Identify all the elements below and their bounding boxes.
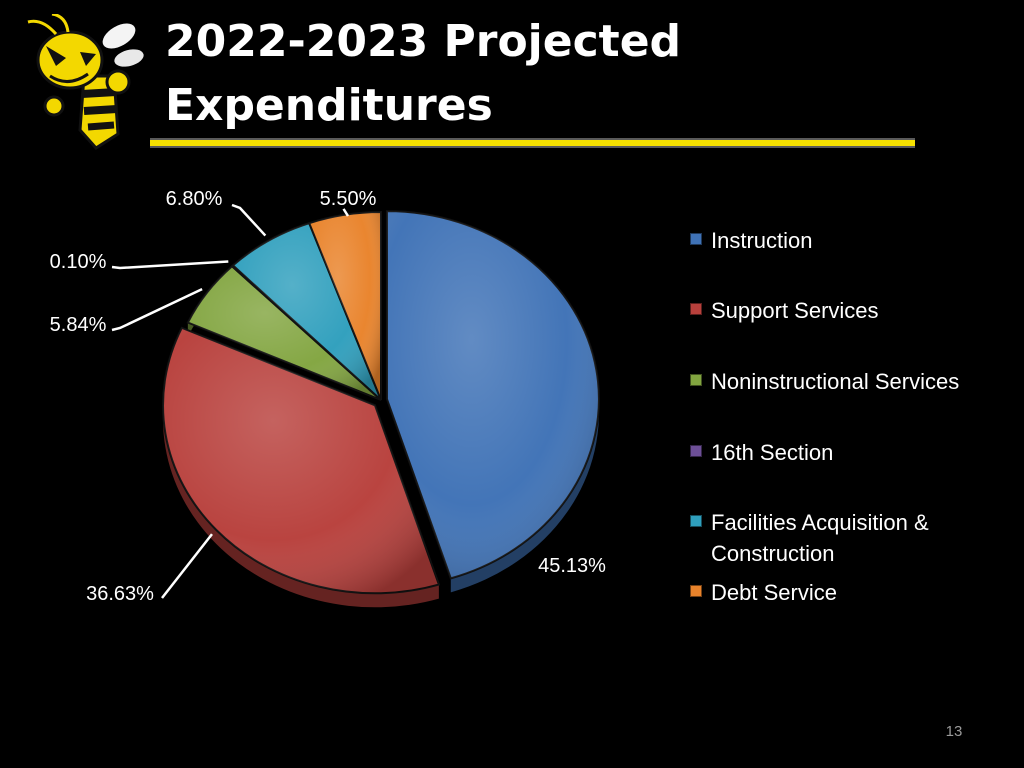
legend-item-support-services: Support Services xyxy=(690,295,991,326)
pie-slice-sheen xyxy=(163,327,439,594)
legend-label: 16th Section xyxy=(711,440,834,465)
leader-line xyxy=(111,288,203,332)
legend-label: Support Services xyxy=(711,298,879,323)
legend-label: Facilities Acquisition & Construction xyxy=(711,510,929,566)
leader-line xyxy=(342,208,350,217)
data-label: 6.80% xyxy=(166,188,223,210)
page-number: 13 xyxy=(945,723,963,740)
data-label: 0.10% xyxy=(50,251,107,273)
data-label: 36.63% xyxy=(86,583,154,605)
title-underline xyxy=(150,138,915,148)
legend-item-noninstructional-services: Noninstructional Services xyxy=(690,366,991,397)
legend-label: Noninstructional Services xyxy=(711,369,960,394)
legend-label: Instruction xyxy=(711,228,813,253)
legend-item-facilities-acquisition-construction: Facilities Acquisition & Construction xyxy=(690,507,991,569)
pie-slice-sheen xyxy=(386,211,599,579)
data-label: 5.50% xyxy=(320,188,377,210)
data-label: 5.84% xyxy=(50,314,107,336)
leader-line xyxy=(161,533,213,599)
legend-swatch xyxy=(690,445,702,457)
legend-swatch xyxy=(690,585,702,597)
legend-item-debt-service: Debt Service xyxy=(690,577,991,608)
legend-swatch xyxy=(690,374,702,386)
legend-swatch xyxy=(690,233,702,245)
slide-title: 2022-2023 Projected Expenditures xyxy=(165,16,682,131)
pie-slice-sheen xyxy=(309,212,381,400)
legend-swatch xyxy=(690,515,702,527)
expenditures-pie-chart: 45.13% 36.63% 5.84% 0.10% 6.80% 5.50% xyxy=(50,188,606,608)
pie-slice-sheen xyxy=(187,266,381,400)
data-label: 45.13% xyxy=(538,555,606,577)
legend-item-16th-section: 16th Section xyxy=(690,437,991,468)
yellow-jacket-mascot-icon xyxy=(27,14,144,150)
legend-label: Debt Service xyxy=(711,580,837,605)
leader-line xyxy=(231,203,267,237)
legend-swatch xyxy=(690,303,702,315)
pie-slice-sheen xyxy=(232,223,381,400)
leader-line xyxy=(111,260,229,270)
legend-item-instruction: Instruction xyxy=(690,225,991,256)
